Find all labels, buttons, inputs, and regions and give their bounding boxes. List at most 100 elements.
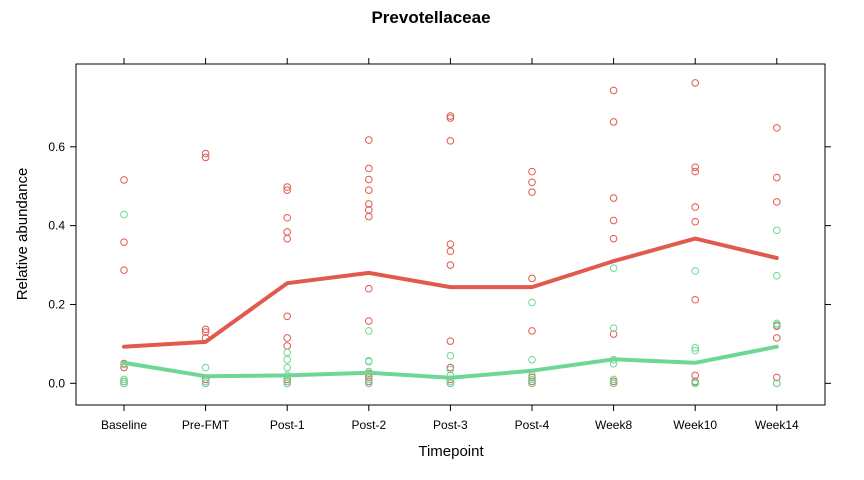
- data-point: [773, 321, 781, 329]
- data-point: [773, 198, 781, 206]
- data-point: [446, 137, 455, 145]
- data-point: [446, 112, 455, 120]
- data-point: [365, 377, 373, 386]
- data-point: [446, 363, 455, 372]
- x-tick-label: Post-4: [515, 418, 550, 432]
- data-point: [365, 357, 373, 366]
- data-point: [773, 271, 781, 280]
- x-tick-label: Week8: [595, 418, 632, 432]
- data-point: [528, 188, 536, 196]
- x-tick-label: Post-2: [351, 418, 386, 432]
- data-point: [691, 217, 700, 226]
- data-point: [446, 261, 455, 269]
- data-point: [201, 328, 210, 336]
- data-point: [283, 213, 292, 222]
- data-point: [446, 337, 455, 345]
- data-point: [528, 379, 536, 388]
- data-point: [201, 153, 210, 162]
- x-tick-label: Pre-FMT: [182, 418, 230, 432]
- chart-title: Prevotellaceae: [371, 8, 490, 27]
- data-point: [365, 284, 373, 293]
- data-point: [609, 194, 618, 202]
- data-point: [528, 377, 536, 386]
- data-point: [120, 375, 128, 384]
- data-point: [446, 247, 455, 256]
- data-point: [283, 228, 292, 236]
- data-point: [691, 203, 700, 211]
- data-point: [120, 266, 128, 274]
- data-point: [528, 167, 536, 176]
- data-point: [691, 267, 700, 275]
- y-tick-label: 0.0: [48, 376, 65, 390]
- data-point: [773, 173, 781, 182]
- data-point: [283, 342, 292, 350]
- data-point: [283, 348, 292, 357]
- data-point: [446, 351, 455, 360]
- data-point: [365, 136, 373, 144]
- data-point: [283, 355, 292, 364]
- data-point: [691, 346, 700, 355]
- data-point: [201, 325, 210, 334]
- data-point: [283, 377, 292, 386]
- data-point: [446, 365, 455, 374]
- data-point: [609, 375, 618, 384]
- data-point: [609, 324, 618, 332]
- data-point: [691, 167, 700, 176]
- data-point: [283, 379, 292, 388]
- data-point: [609, 379, 618, 388]
- y-tick-label: 0.6: [48, 140, 65, 154]
- data-point: [528, 274, 536, 283]
- y-axis-label: Relative abundance: [14, 168, 31, 301]
- data-point: [528, 327, 536, 335]
- x-tick-label: Post-3: [433, 418, 468, 432]
- data-point: [201, 149, 210, 158]
- data-point: [283, 186, 292, 194]
- data-point: [283, 363, 292, 372]
- data-point: [609, 377, 618, 386]
- data-point: [691, 379, 700, 388]
- data-point: [283, 312, 292, 321]
- data-point: [528, 375, 536, 384]
- data-point: [691, 295, 700, 304]
- data-point: [365, 375, 373, 384]
- data-point: [609, 118, 618, 126]
- x-tick-label: Week10: [673, 418, 717, 432]
- y-tick-label: 0.4: [48, 219, 65, 233]
- data-point: [528, 298, 536, 307]
- data-point: [283, 234, 292, 243]
- data-point: [120, 379, 128, 388]
- data-point: [365, 186, 373, 194]
- data-point: [773, 373, 781, 382]
- y-tick-label: 0.2: [48, 297, 65, 311]
- data-point: [365, 175, 373, 184]
- data-point: [283, 183, 292, 191]
- data-point: [283, 334, 292, 342]
- data-point: [120, 238, 128, 246]
- data-point: [201, 363, 210, 372]
- data-point: [365, 164, 373, 173]
- data-point: [691, 79, 700, 87]
- data-point: [609, 330, 618, 338]
- data-point: [528, 178, 536, 187]
- x-tick-label: Post-1: [270, 418, 305, 432]
- data-point: [528, 373, 536, 382]
- x-tick-label: Baseline: [101, 418, 147, 432]
- data-point: [691, 163, 700, 172]
- data-point: [201, 379, 210, 388]
- series-line-1: [122, 236, 779, 349]
- x-tick-label: Week14: [755, 418, 799, 432]
- data-point: [365, 327, 373, 335]
- data-point: [120, 210, 128, 219]
- data-point: [773, 379, 781, 388]
- data-point: [365, 317, 373, 325]
- data-point: [365, 212, 373, 221]
- data-point: [691, 344, 700, 352]
- data-point: [609, 234, 618, 243]
- data-point: [120, 377, 128, 386]
- data-point: [773, 124, 781, 132]
- data-point: [773, 334, 781, 342]
- series-line-2: [122, 344, 779, 380]
- data-point: [528, 355, 536, 364]
- data-point: [446, 379, 455, 388]
